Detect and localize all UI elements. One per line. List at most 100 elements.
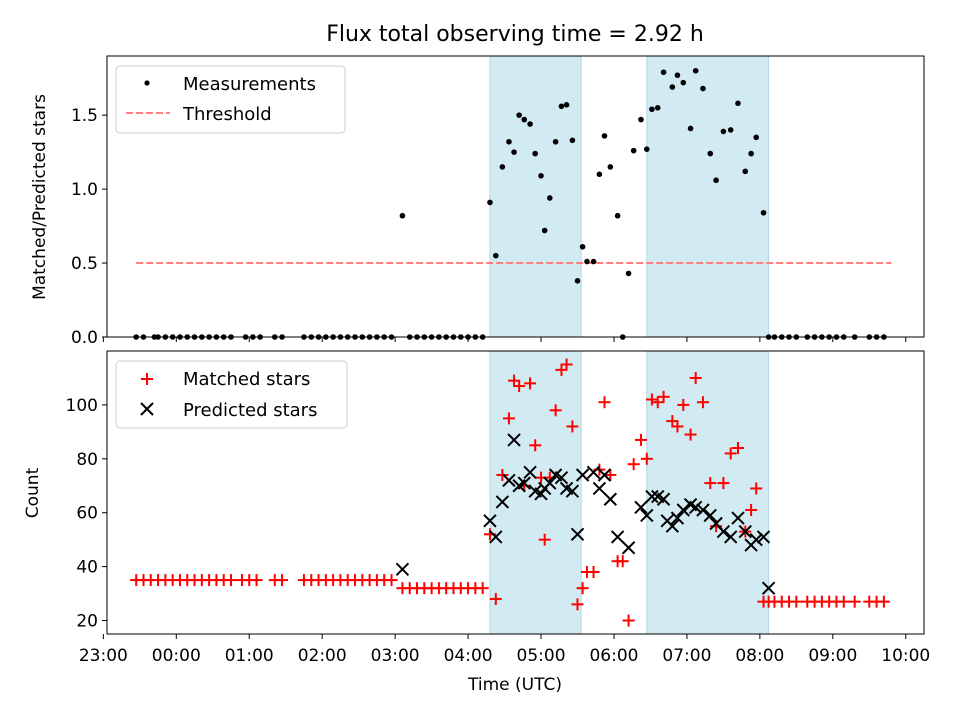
- matched-star-point: [634, 433, 647, 446]
- observing-window-1: [489, 55, 582, 338]
- measurement-point: [527, 121, 533, 127]
- predicted-star-point: [489, 530, 503, 544]
- predicted-star-point: [517, 476, 531, 490]
- measurement-point: [590, 258, 597, 265]
- bottom-panel: 20 40 60 80 100 23:00 00:00 01:00 02:00 03:00 04:…: [23, 350, 930, 695]
- matched-star-point: [677, 398, 690, 411]
- top-legend-box: [115, 65, 346, 134]
- x-tick-label: 01:00: [225, 646, 274, 666]
- predicted-star-point: [731, 511, 745, 525]
- top-legend: Measurements Threshold: [115, 65, 346, 134]
- y-tick-label: 80: [76, 450, 98, 470]
- measurement-point: [707, 150, 714, 157]
- measurement-point: [735, 100, 741, 107]
- predicted-star-point: [543, 476, 557, 490]
- matched-star-point: [513, 380, 526, 393]
- matched-star-point: [508, 374, 521, 387]
- matched-star-point: [555, 363, 568, 376]
- measurement-point: [558, 103, 565, 110]
- measurement-point: [674, 72, 681, 79]
- predicted-star-point: [565, 484, 580, 498]
- matched-star-point: [689, 371, 702, 384]
- chart-title: Flux total observing time = 2.92 h: [326, 22, 704, 47]
- matched-star-point: [671, 420, 684, 433]
- measurement-point: [541, 227, 548, 234]
- x-tick-label: 03:00: [371, 646, 420, 666]
- observing-window-2: [646, 55, 770, 338]
- x-tick-label: 02:00: [298, 646, 347, 666]
- measurement-point: [748, 150, 754, 157]
- measurement-point: [660, 69, 667, 76]
- matched-star-point: [696, 396, 709, 409]
- x-tick-label: 04:00: [444, 646, 493, 666]
- measurement-point: [579, 243, 586, 250]
- measurement-point: [601, 133, 608, 139]
- y-tick-label: 1.5: [71, 106, 98, 126]
- legend-threshold-label: Threshold: [182, 104, 272, 125]
- measurement-point: [692, 67, 699, 74]
- predicted-star-point: [665, 519, 680, 533]
- y-tick-label: 0.5: [71, 254, 98, 274]
- x-tick-label: 07:00: [662, 646, 711, 666]
- matched-star-point: [489, 592, 502, 605]
- x-tick-label: 09:00: [808, 646, 857, 666]
- x-tick-label: 00:00: [152, 646, 201, 666]
- measurement-point: [687, 125, 694, 132]
- observing-window-2: [646, 350, 770, 635]
- matched-star-point: [529, 439, 542, 452]
- matched-star-point: [877, 595, 890, 608]
- predicted-star-point: [738, 524, 752, 539]
- predicted-star-point: [592, 481, 607, 496]
- matched-star-point: [640, 452, 653, 465]
- predicted-star-point: [676, 503, 690, 517]
- matched-star-point: [745, 504, 758, 517]
- measurement-point: [644, 146, 650, 152]
- predicted-star-point: [640, 508, 654, 523]
- predicted-star-point: [749, 532, 763, 547]
- predicted-star-point: [502, 473, 516, 488]
- matched-star-point: [627, 458, 640, 471]
- predicted-star-point: [723, 530, 738, 544]
- predicted-star-point: [645, 489, 659, 504]
- y-tick-label: 40: [76, 558, 98, 578]
- matched-star-point: [604, 468, 617, 481]
- measurement-point: [511, 149, 517, 155]
- matched-star-point: [731, 442, 744, 455]
- measurement-point: [493, 252, 499, 259]
- measurement-point: [630, 147, 637, 154]
- legend-measurements-marker: [144, 80, 150, 86]
- matched-star-point: [566, 420, 579, 433]
- bottom-legend: Matched stars Predicted stars: [115, 360, 348, 429]
- matched-star-point: [385, 574, 398, 587]
- predicted-star-point: [586, 465, 601, 479]
- measurement-point: [713, 177, 719, 184]
- top-plot-frame: [106, 55, 925, 338]
- measurement-point: [569, 137, 576, 144]
- legend-predicted-marker: [140, 402, 154, 416]
- matched-star-point: [717, 477, 730, 490]
- matched-star-point: [598, 396, 611, 409]
- predicted-star-point: [523, 465, 537, 479]
- matched-star-point: [576, 582, 589, 595]
- measurement-point: [516, 112, 522, 118]
- measurement-point: [638, 116, 644, 123]
- matched-star-point: [524, 377, 537, 390]
- predicted-star-point: [761, 581, 776, 595]
- predicted-star-point: [703, 508, 717, 523]
- y-tick-label: 20: [76, 612, 98, 632]
- legend-matched-label: Matched stars: [183, 369, 310, 390]
- measurement-point: [625, 270, 632, 277]
- measurement-point: [521, 116, 528, 123]
- x-tick-label: 10:00: [881, 646, 930, 666]
- x-tick-label: 23:00: [79, 646, 128, 666]
- measurement-point: [506, 138, 512, 145]
- predicted-star-point: [621, 541, 636, 555]
- predicted-star-point: [483, 514, 497, 528]
- y-tick-label: 100: [66, 396, 98, 416]
- matched-star-point: [790, 595, 803, 608]
- x-tick-label: 08:00: [735, 646, 784, 666]
- measurement-point: [499, 164, 506, 170]
- predicted-star-point: [570, 527, 585, 541]
- matched-star-point: [538, 533, 551, 546]
